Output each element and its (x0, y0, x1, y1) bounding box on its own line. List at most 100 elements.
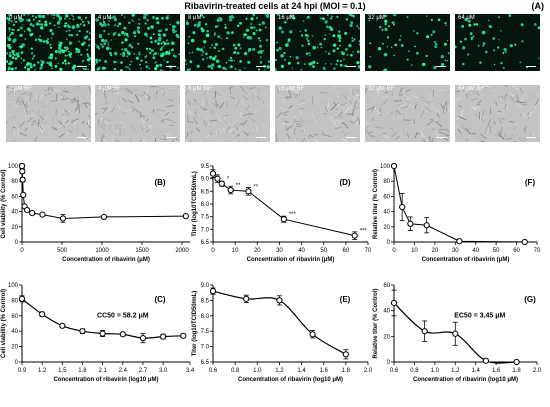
x-tick-label: 1.2 (275, 368, 284, 374)
data-point (59, 215, 67, 222)
data-point (182, 213, 189, 220)
y-tick-label: 0 (387, 360, 391, 366)
scale-bar (77, 137, 87, 138)
ec-annotation: CC50 = 58.2 μM (97, 312, 149, 319)
gfp-micrograph: 4 μM (95, 14, 180, 71)
y-tick-label: 8.5 (201, 189, 210, 195)
x-tick-label: 1.8 (512, 368, 521, 374)
brightfield-micrograph: 32 μM BF (365, 85, 450, 142)
brightfield-panel-label: 32 μM BF (368, 86, 395, 92)
x-axis-title: Concentration of ribavirin (log10 μM) (238, 377, 343, 383)
y-tick-label: 6.5 (201, 240, 210, 246)
y-tick-label: 20 (11, 225, 18, 231)
x-tick-label: 2.4 (119, 368, 128, 374)
scale-bar (346, 137, 356, 138)
panel-label: (B) (154, 178, 165, 187)
brightfield-micrograph: 0 μM BF (6, 85, 91, 142)
data-point (245, 188, 252, 195)
data-point (180, 332, 187, 339)
gfp-micrograph: 16 μM (275, 14, 360, 71)
x-tick-label: 1.2 (451, 368, 460, 374)
y-tick-label: 100 (380, 164, 391, 170)
y-tick-label: 20 (383, 225, 390, 231)
data-point (19, 168, 26, 175)
gfp-panel-label: 4 μM (98, 15, 112, 21)
significance-marker: *** (289, 212, 297, 218)
y-tick-label: 7.5 (201, 215, 210, 221)
x-tick-label: 2000 (175, 248, 189, 254)
y-axis-title: Relative titer (% Control) (373, 288, 379, 358)
y-tick-label: 0 (15, 360, 19, 366)
x-tick-label: 70 (365, 248, 372, 254)
x-tick-label: 50 (493, 248, 500, 254)
x-tick-label: 60 (513, 248, 520, 254)
y-tick-label: 20 (383, 334, 390, 340)
x-tick-label: 2.7 (139, 368, 148, 374)
scale-bar (436, 66, 446, 67)
x-axis-title: Concentration of ribavirin (log10 μM) (413, 377, 518, 383)
data-point (24, 206, 31, 214)
y-tick-label: 100 (8, 283, 19, 289)
y-tick-label: 20 (11, 345, 18, 351)
x-tick-label: 1.0 (431, 368, 440, 374)
y-tick-label: 80 (383, 179, 390, 185)
y-tick-label: 9.5 (201, 164, 210, 170)
data-point (227, 186, 234, 194)
scale-bar (526, 137, 536, 138)
gfp-micrograph: 32 μM (365, 14, 450, 71)
brightfield-panel-label: 64 μM BF (458, 86, 485, 92)
y-tick-label: 100 (8, 164, 19, 170)
x-axis-title: Concentration of ribavirin (μM) (247, 257, 335, 263)
x-tick-label: 1.2 (38, 368, 47, 374)
data-point (390, 299, 398, 307)
y-tick-label: 60 (11, 314, 18, 320)
gfp-micrograph: 0 μM (6, 14, 91, 71)
panel-label: (C) (154, 295, 165, 304)
y-axis-title: Titer (log10TCID50/mL) (192, 291, 198, 357)
x-tick-label: 1500 (135, 248, 149, 254)
scale-bar (166, 137, 176, 138)
brightfield-micrograph: 8 μM BF (185, 85, 270, 142)
data-point (243, 295, 250, 302)
significance-marker: *** (360, 229, 368, 235)
y-tick-label: 6.5 (201, 360, 210, 366)
x-tick-label: 30 (452, 248, 459, 254)
series-line (393, 165, 525, 243)
data-point (20, 191, 27, 198)
figure-label-a: (A) (531, 1, 545, 11)
scale-bar (166, 66, 176, 67)
brightfield-panel-label: 0 μM BF (9, 86, 32, 92)
x-tick-label: 20 (254, 248, 261, 254)
x-tick-label: 0 (20, 248, 24, 254)
panel-label: (E) (340, 295, 351, 304)
y-tick-label: 9.0 (201, 177, 210, 183)
x-tick-label: 500 (57, 248, 68, 254)
data-point (276, 297, 283, 304)
data-point (79, 328, 86, 335)
x-tick-label: 0.6 (209, 368, 218, 374)
gfp-panel-label: 64 μM (458, 15, 475, 21)
x-tick-label: 40 (298, 248, 305, 254)
data-point (19, 176, 26, 183)
x-tick-label: 10 (411, 248, 418, 254)
x-axis-title: Concentration of ribavirin (μM) (422, 257, 510, 263)
scale-bar (346, 66, 356, 67)
data-point (452, 330, 459, 337)
gfp-panel-label: 32 μM (368, 15, 385, 21)
brightfield-micrograph: 4 μM BF (95, 85, 180, 142)
x-tick-label: 0 (392, 248, 396, 254)
scale-bar (77, 66, 87, 67)
y-axis-title: Cell viability (% Control) (1, 169, 7, 238)
x-tick-label: 1000 (95, 248, 109, 254)
x-tick-label: 0.8 (410, 368, 419, 374)
x-tick-label: 30 (276, 248, 283, 254)
y-axis-title: Relative titer (% Control) (373, 169, 379, 239)
x-tick-label: 0.6 (390, 368, 399, 374)
x-tick-label: 0.9 (18, 368, 27, 374)
y-tick-label: 7.0 (201, 345, 210, 351)
brightfield-micrograph: 16 μM BF (275, 85, 360, 142)
significance-marker: ** (236, 183, 241, 189)
data-point (218, 180, 225, 187)
y-tick-label: 8.0 (201, 202, 210, 208)
data-point (29, 210, 36, 217)
